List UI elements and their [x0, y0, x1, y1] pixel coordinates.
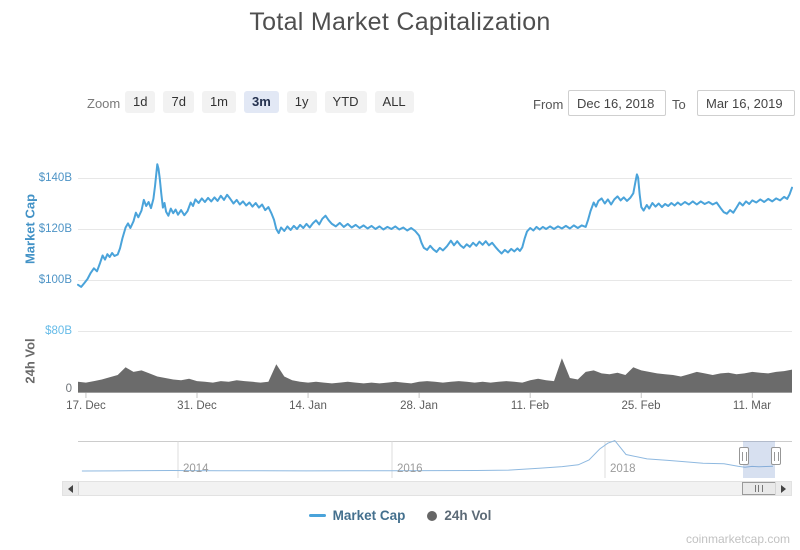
navigator-year-label: 2016 [397, 463, 423, 475]
from-label: From [533, 97, 564, 112]
x-axis-label: 28. Jan [400, 400, 438, 412]
navigator-year-label: 2014 [183, 463, 209, 475]
legend-item-market-cap[interactable]: Market Cap [308, 508, 406, 523]
zoom-button-YTD[interactable]: YTD [324, 91, 367, 113]
legend-label: Market Cap [332, 508, 406, 523]
navigator-handle-grip-icon [773, 451, 779, 461]
zoom-button-7d[interactable]: 7d [163, 91, 194, 113]
scrollbar-left-arrow-icon [64, 484, 73, 493]
legend-item-24h-vol[interactable]: 24h Vol [427, 508, 491, 523]
ytick-0: 0 [65, 383, 72, 395]
zoom-button-group: 1d 7d 1m 3m 1y YTD ALL [125, 91, 414, 113]
zoom-button-1m[interactable]: 1m [201, 91, 236, 113]
from-date-input[interactable] [568, 90, 666, 116]
zoom-label: Zoom [87, 96, 121, 111]
line-marker-icon [308, 514, 326, 517]
legend: Market Cap 24h Vol [0, 508, 800, 523]
x-axis-label: 11. Mar [732, 400, 772, 412]
zoom-button-3m[interactable]: 3m [244, 91, 279, 113]
x-axis-label: 17. Dec [66, 400, 106, 412]
scrollbar-button-left[interactable] [63, 482, 79, 495]
scrollbar-button-right[interactable] [775, 482, 791, 495]
to-label: To [672, 97, 686, 112]
zoom-button-1y[interactable]: 1y [286, 91, 317, 113]
x-axis-label: 31. Dec [177, 400, 217, 412]
navigator-handle-left[interactable] [739, 447, 749, 465]
scrollbar-right-arrow-icon [781, 484, 790, 493]
zoom-button-1d[interactable]: 1d [125, 91, 156, 113]
legend-label: 24h Vol [444, 508, 492, 523]
x-axis-label: 11. Feb [510, 400, 550, 412]
circle-marker-icon [427, 510, 438, 521]
ytick-140b: $140B [38, 172, 72, 184]
market-cap-line-series[interactable] [77, 163, 793, 288]
watermark: coinmarketcap.com [685, 532, 790, 546]
scrollbar-track[interactable] [62, 481, 792, 496]
ytick-120b: $120B [38, 223, 72, 235]
x-axis-label: 14. Jan [289, 400, 327, 412]
navigator-handle-right[interactable] [771, 447, 781, 465]
navigator-handle-grip-icon [741, 451, 747, 461]
x-axis-label: 25. Feb [621, 400, 661, 412]
scrollbar-thumb-grip-icon [755, 485, 763, 492]
ytick-100b: $100B [38, 274, 72, 286]
volume-area-series[interactable] [78, 358, 792, 393]
scrollbar-thumb[interactable] [742, 482, 776, 495]
ytick-80b: $80B [45, 325, 72, 337]
navigator-series [81, 440, 774, 472]
zoom-button-ALL[interactable]: ALL [374, 91, 414, 113]
to-date-input[interactable] [697, 90, 795, 116]
navigator-year-label: 2018 [610, 463, 636, 475]
page-title: Total Market Capitalization [249, 8, 551, 36]
